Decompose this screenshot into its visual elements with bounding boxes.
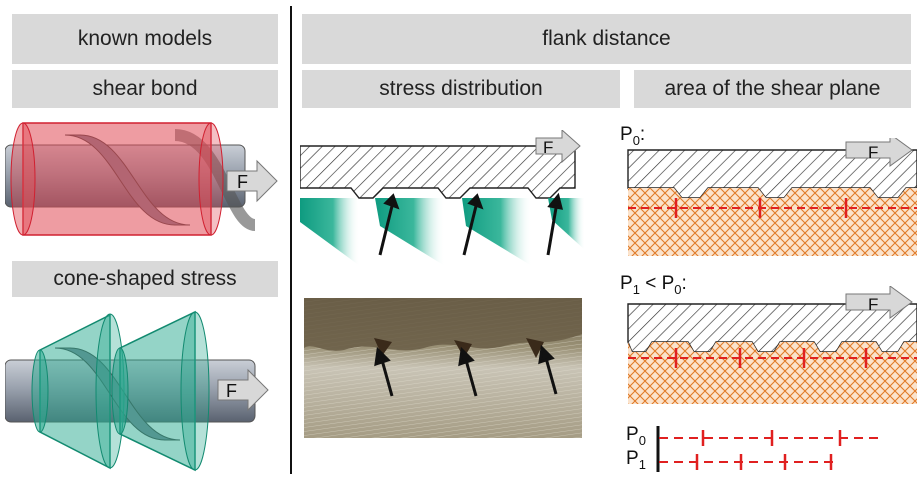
header-stress-distribution: stress distribution (302, 70, 620, 108)
legend-p1-label: P1 (626, 448, 646, 472)
p1-lt-p0-label: P1 < P0: (620, 273, 687, 297)
header-cone-shaped-stress: cone-shaped stress (12, 261, 278, 297)
header-area-shear-plane: area of the shear plane (634, 70, 911, 108)
shear-bond-cylinder (22, 122, 212, 236)
cone-stress-diagram: F (5, 310, 269, 472)
shear-bond-diagram: F (5, 122, 278, 236)
stress-wedge (300, 198, 585, 266)
shear-plane-p1-diagram: F (627, 286, 917, 404)
svg-text:F: F (237, 172, 248, 192)
arrow-icon: F (845, 138, 913, 167)
specimen-photo (304, 298, 582, 438)
svg-text:F: F (543, 138, 553, 157)
shear-plane-p0-diagram: F (627, 138, 917, 256)
header-shear-bond: shear bond (12, 70, 278, 108)
svg-text:F: F (868, 143, 878, 162)
stress-distribution-diagram: F (300, 130, 585, 266)
divider-line (290, 6, 292, 474)
hatched-steel (300, 145, 576, 199)
header-flank-distance: flank distance (302, 14, 911, 64)
shear-length-comparison (656, 426, 880, 472)
svg-text:F: F (226, 381, 237, 401)
mesh-concrete (628, 188, 917, 256)
svg-text:F: F (868, 295, 878, 314)
header-known-models: known models (12, 14, 278, 64)
arrow-icon: F (535, 130, 581, 164)
arrow-icon: F (217, 368, 269, 412)
arrow-icon: F (226, 159, 278, 203)
p0-label: P0: (620, 124, 646, 148)
legend-p0-label: P0 (626, 424, 646, 448)
arrow-icon: F (845, 286, 913, 319)
